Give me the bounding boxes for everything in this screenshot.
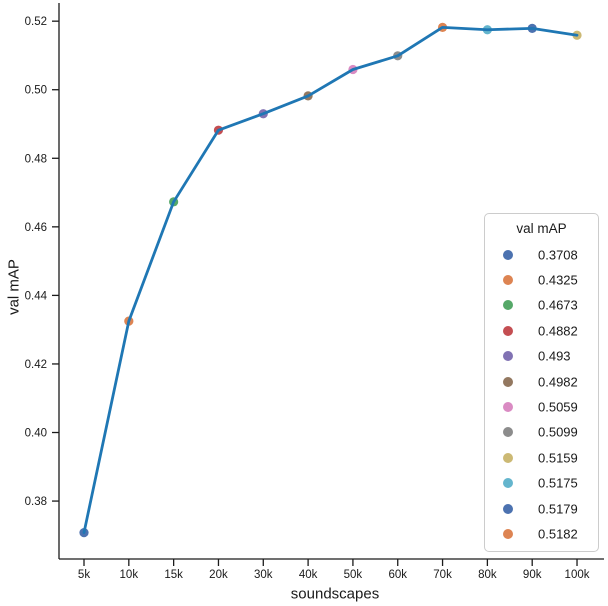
- legend-entries: 0.3708 0.4325 0.4673 0.4882 0.493 0.4982 0.505…: [485, 242, 598, 547]
- x-tick-label: 30k: [254, 569, 273, 581]
- legend-marker-icon: [503, 478, 513, 489]
- legend-row: 0.4673: [485, 293, 598, 318]
- legend-marker-icon: [503, 249, 513, 260]
- y-tick-label: 0.52: [25, 16, 47, 28]
- legend-value-label: 0.4882: [538, 323, 578, 339]
- legend-title: val mAP: [516, 221, 567, 236]
- y-tick-label: 0.40: [25, 428, 47, 440]
- legend-marker-icon: [503, 376, 513, 387]
- legend-value-label: 0.4982: [538, 374, 578, 390]
- legend: val mAP 0.3708 0.4325 0.4673 0.4882 0.493 0.4…: [484, 213, 599, 552]
- legend-row: 0.5099: [485, 420, 598, 445]
- x-axis-label: soundscapes: [290, 585, 380, 603]
- legend-row: 0.4982: [485, 369, 598, 394]
- y-tick-label: 0.42: [25, 359, 47, 371]
- x-tick-label: 70k: [433, 569, 452, 581]
- x-tick-label: 5k: [78, 569, 90, 581]
- legend-value-label: 0.5099: [538, 424, 578, 440]
- legend-marker-icon: [503, 503, 513, 514]
- legend-value-label: 0.493: [538, 348, 571, 364]
- data-line: [82, 25, 579, 535]
- legend-marker-icon: [503, 427, 513, 438]
- legend-row: 0.5175: [485, 471, 598, 496]
- x-tick-label: 60k: [388, 569, 407, 581]
- legend-row: 0.493: [485, 344, 598, 369]
- y-tick-label: 0.46: [25, 222, 47, 234]
- legend-row: 0.4882: [485, 318, 598, 343]
- legend-value-label: 0.5182: [538, 526, 578, 542]
- x-tick-label: 10k: [120, 569, 139, 581]
- legend-value-label: 0.3708: [538, 247, 578, 263]
- y-tick-label: 0.48: [25, 153, 47, 165]
- y-tick-label: 0.50: [25, 85, 47, 97]
- legend-row: 0.5059: [485, 394, 598, 419]
- legend-marker-icon: [503, 325, 513, 336]
- x-tick-label: 15k: [164, 569, 183, 581]
- x-tick-label: 20k: [209, 569, 228, 581]
- x-tick-label: 90k: [523, 569, 542, 581]
- legend-row: 0.5159: [485, 445, 598, 470]
- legend-row: 0.3708: [485, 242, 598, 267]
- legend-value-label: 0.5159: [538, 450, 578, 466]
- legend-marker-icon: [503, 402, 513, 413]
- legend-marker-icon: [503, 275, 513, 286]
- legend-marker-icon: [503, 452, 513, 463]
- legend-value-label: 0.4325: [538, 272, 578, 288]
- legend-row: 0.5179: [485, 496, 598, 521]
- legend-row: 0.5182: [485, 521, 598, 546]
- y-axis-label: val mAP: [5, 259, 23, 315]
- legend-marker-icon: [503, 351, 513, 362]
- legend-value-label: 0.5179: [538, 501, 578, 517]
- legend-value-label: 0.5059: [538, 399, 578, 415]
- x-tick-label: 100k: [565, 569, 590, 581]
- legend-row: 0.4325: [485, 267, 598, 292]
- y-tick-label: 0.38: [25, 496, 47, 508]
- x-tick-label: 40k: [299, 569, 318, 581]
- legend-value-label: 0.5175: [538, 475, 578, 491]
- legend-marker-icon: [503, 300, 513, 311]
- legend-marker-icon: [503, 528, 513, 539]
- y-tick-label: 0.44: [25, 290, 48, 302]
- x-tick-label: 50k: [344, 569, 363, 581]
- legend-value-label: 0.4673: [538, 297, 578, 313]
- x-tick-label: 80k: [478, 569, 497, 581]
